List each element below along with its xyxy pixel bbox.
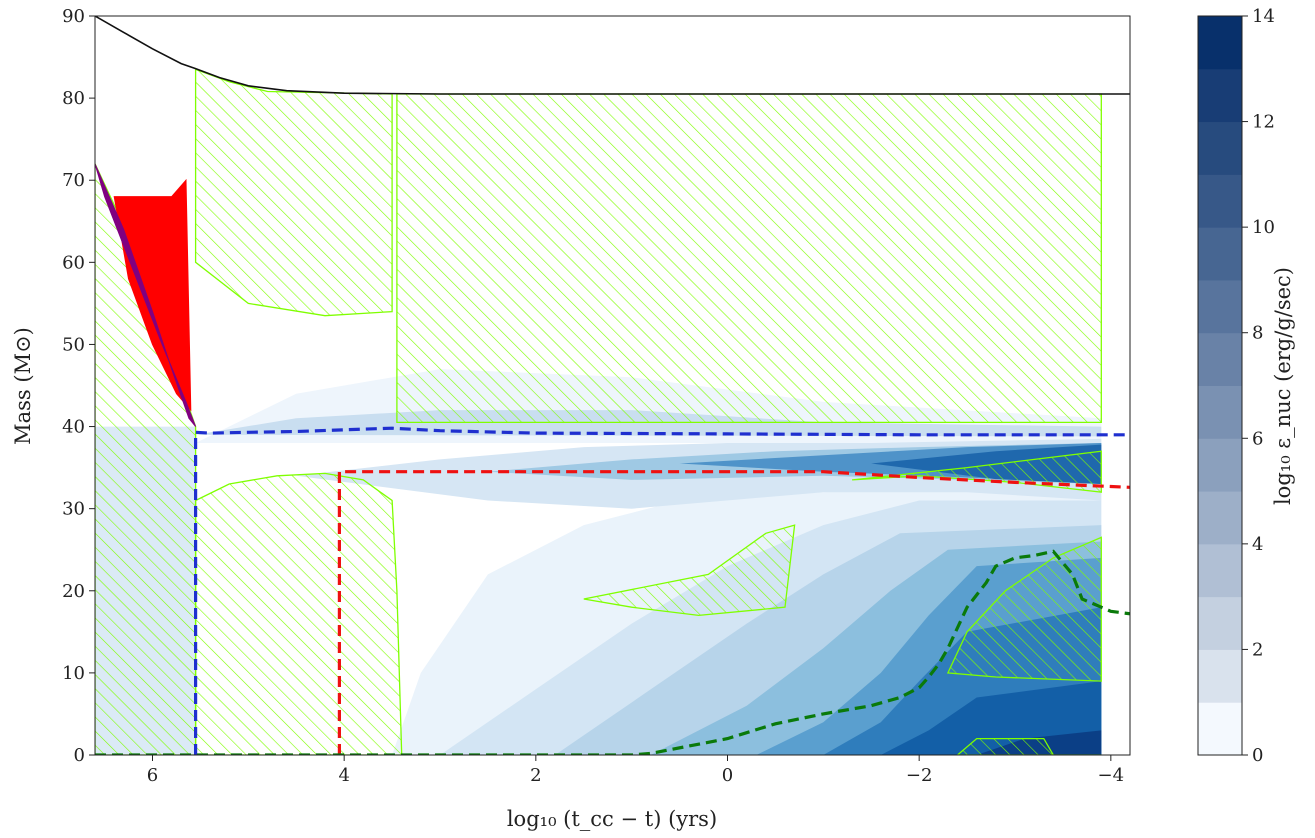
- colorbar-tick-label: 8: [1252, 323, 1263, 344]
- he-core-boundary-line: [194, 426, 1130, 755]
- colorbar-tick-label: 10: [1252, 217, 1275, 238]
- plot-frame: [94, 15, 1131, 756]
- colorbar-tick-label: 0: [1252, 745, 1263, 766]
- y-tick-label: 70: [62, 170, 85, 191]
- x-tick-label: 2: [530, 765, 541, 786]
- y-tick-label: 80: [62, 88, 85, 109]
- colorbar-tick-label: 6: [1252, 428, 1263, 449]
- y-tick-label: 90: [62, 6, 85, 27]
- colorbar-segment: [1198, 649, 1242, 703]
- fe-core-boundary-line: [95, 549, 1130, 755]
- colorbar-segment: [1198, 385, 1242, 439]
- x-tick-label: −4: [1098, 765, 1125, 786]
- colorbar-tick-label: 4: [1252, 534, 1263, 555]
- colorbar-segment: [1198, 596, 1242, 650]
- colorbar-tick-label: 12: [1252, 112, 1275, 133]
- colorbar-segment: [1198, 491, 1242, 545]
- y-axis-label: Mass (M⊙): [11, 327, 35, 445]
- colorbar: 0 2 4 6 8 10 12 14: [1197, 6, 1275, 766]
- colorbar-segment: [1198, 438, 1242, 492]
- colorbar-segment: [1198, 279, 1242, 334]
- colorbar-segment: [1198, 702, 1242, 756]
- colorbar-tick-label: 2: [1252, 639, 1263, 660]
- x-tick-label: 0: [722, 765, 733, 786]
- colorbar-segment: [1198, 121, 1242, 175]
- colorbar-segment: [1198, 174, 1242, 228]
- x-tick-label: 6: [147, 765, 158, 786]
- y-tick-label: 60: [62, 252, 85, 273]
- colorbar-segment: [1198, 543, 1242, 598]
- colorbar-segment: [1198, 16, 1242, 70]
- x-tick-label: −2: [906, 765, 933, 786]
- y-tick-label: 0: [74, 745, 85, 766]
- colorbar-segment: [1198, 227, 1242, 281]
- colorbar-tick-label: 14: [1252, 6, 1275, 27]
- colorbar-segment: [1198, 68, 1242, 123]
- y-tick-label: 20: [62, 581, 85, 602]
- y-tick-label: 50: [62, 334, 85, 355]
- colorbar-segment: [1198, 332, 1242, 386]
- y-tick-label: 10: [62, 663, 85, 684]
- x-tick-label: 4: [338, 765, 349, 786]
- x-axis-label: log₁₀ (t_cc − t) (yrs): [507, 807, 717, 831]
- colorbar-label: log₁₀ ε_nuc (erg/g/sec): [1271, 267, 1295, 505]
- y-tick-label: 30: [62, 499, 85, 520]
- y-tick-label: 40: [62, 417, 85, 438]
- total-mass-line: [95, 16, 1130, 95]
- co-core-boundary-line: [337, 470, 1130, 755]
